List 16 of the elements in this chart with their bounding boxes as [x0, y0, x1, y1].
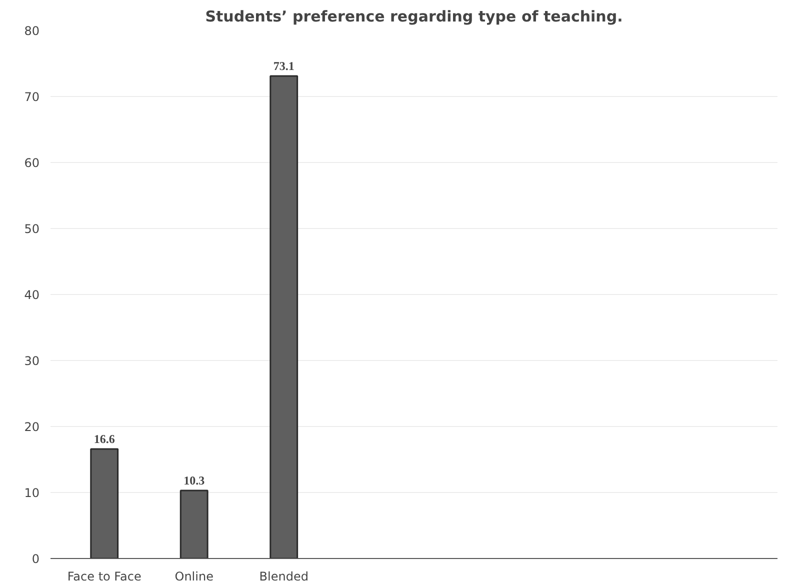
y-tick-label: 50 [24, 222, 40, 236]
y-tick-label: 20 [24, 420, 40, 434]
y-tick-label: 60 [24, 156, 40, 170]
y-tick-label: 80 [24, 24, 40, 38]
x-tick-label: Blended [259, 570, 308, 584]
y-tick-label: 10 [24, 486, 40, 500]
y-tick-label: 40 [24, 288, 40, 302]
data-label: 73.1 [273, 59, 294, 74]
x-tick-label: Face to Face [67, 570, 142, 584]
y-tick-label: 0 [32, 552, 40, 566]
y-tick-label: 30 [24, 354, 40, 368]
y-tick-label: 70 [24, 90, 40, 104]
data-label: 10.3 [184, 474, 205, 488]
x-tick-label: Online [174, 570, 214, 584]
data-label: 16.6 [94, 432, 115, 446]
text: Students’ preference regarding type of teaching. [205, 8, 623, 26]
